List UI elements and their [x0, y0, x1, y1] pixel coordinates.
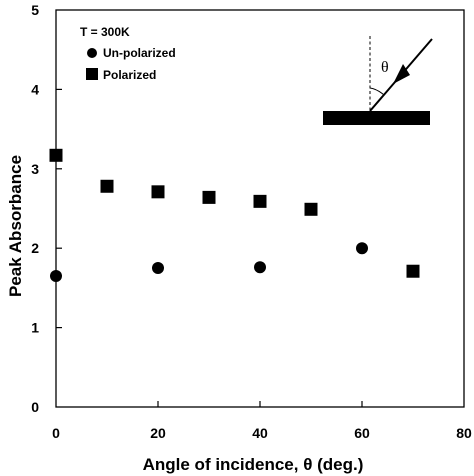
x-tick-label: 80	[456, 425, 472, 441]
data-point-un-polarized	[254, 261, 266, 274]
inset-geometry-diagram: θ	[323, 36, 433, 125]
data-point-un-polarized	[356, 242, 368, 255]
y-tick-label: 5	[31, 2, 39, 18]
data-point-un-polarized	[152, 262, 164, 275]
x-tick-label: 20	[150, 425, 166, 441]
legend-marker-un-polarized	[87, 48, 97, 58]
x-tick-label: 40	[252, 425, 268, 441]
inset-angle-arc	[369, 87, 385, 96]
y-tick-label: 1	[31, 320, 39, 336]
data-point-un-polarized	[50, 269, 62, 282]
data-markers	[49, 148, 420, 282]
data-point-polarized	[304, 202, 318, 216]
x-tick-label: 60	[354, 425, 370, 441]
x-axis-label: Angle of incidence, θ (deg.)	[143, 455, 364, 474]
y-tick-label: 0	[31, 399, 39, 415]
data-point-polarized	[49, 148, 63, 162]
legend-title: T = 300K	[80, 25, 130, 39]
inset-beam-arrowhead	[393, 64, 410, 84]
legend-marker-polarized	[86, 68, 98, 80]
y-axis-ticks: 0 1 2 3 4 5	[31, 2, 62, 415]
y-tick-label: 4	[31, 81, 39, 97]
legend: T = 300K Un-polarized Polarized	[80, 25, 176, 82]
inset-sample-slab	[323, 111, 430, 125]
data-point-polarized	[151, 185, 165, 199]
legend-label-polarized: Polarized	[103, 68, 156, 82]
y-tick-label: 2	[31, 240, 39, 256]
legend-label-un-polarized: Un-polarized	[103, 46, 176, 60]
data-point-polarized	[406, 264, 420, 278]
y-axis-label: Peak Absorbance	[6, 155, 25, 297]
data-point-polarized	[202, 190, 216, 204]
inset-angle-symbol: θ	[381, 59, 389, 76]
y-tick-label: 3	[31, 161, 39, 177]
data-point-polarized	[253, 194, 267, 208]
data-point-polarized	[100, 179, 114, 193]
x-axis-ticks: 0 20 40 60 80	[52, 401, 472, 441]
x-tick-label: 0	[52, 425, 60, 441]
